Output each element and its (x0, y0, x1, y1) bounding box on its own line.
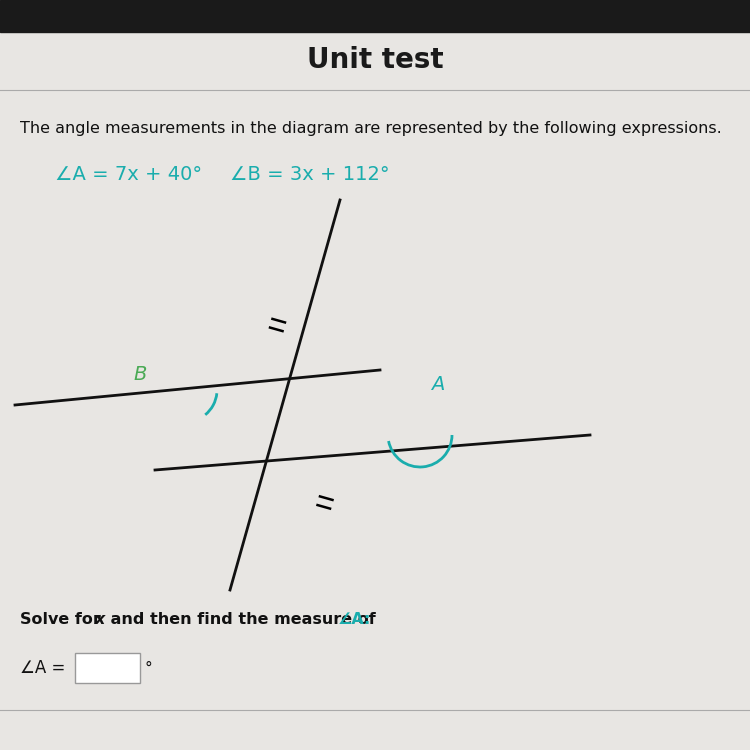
Text: Solve for: Solve for (20, 613, 106, 628)
Text: ∠A:: ∠A: (338, 613, 371, 628)
Text: °: ° (145, 661, 153, 676)
FancyBboxPatch shape (75, 653, 140, 683)
Text: Unit test: Unit test (307, 46, 443, 74)
Text: B: B (134, 365, 147, 385)
Text: and then find the measure of: and then find the measure of (105, 613, 381, 628)
Text: A: A (431, 376, 445, 394)
Text: The angle measurements in the diagram are represented by the following expressio: The angle measurements in the diagram ar… (20, 121, 722, 136)
Text: x: x (95, 613, 105, 628)
Text: ∠B = 3x + 112°: ∠B = 3x + 112° (230, 166, 390, 184)
Text: ∠A = 7x + 40°: ∠A = 7x + 40° (55, 166, 202, 184)
Bar (0, 0, 750, 32)
Text: ∠A =: ∠A = (20, 659, 65, 677)
